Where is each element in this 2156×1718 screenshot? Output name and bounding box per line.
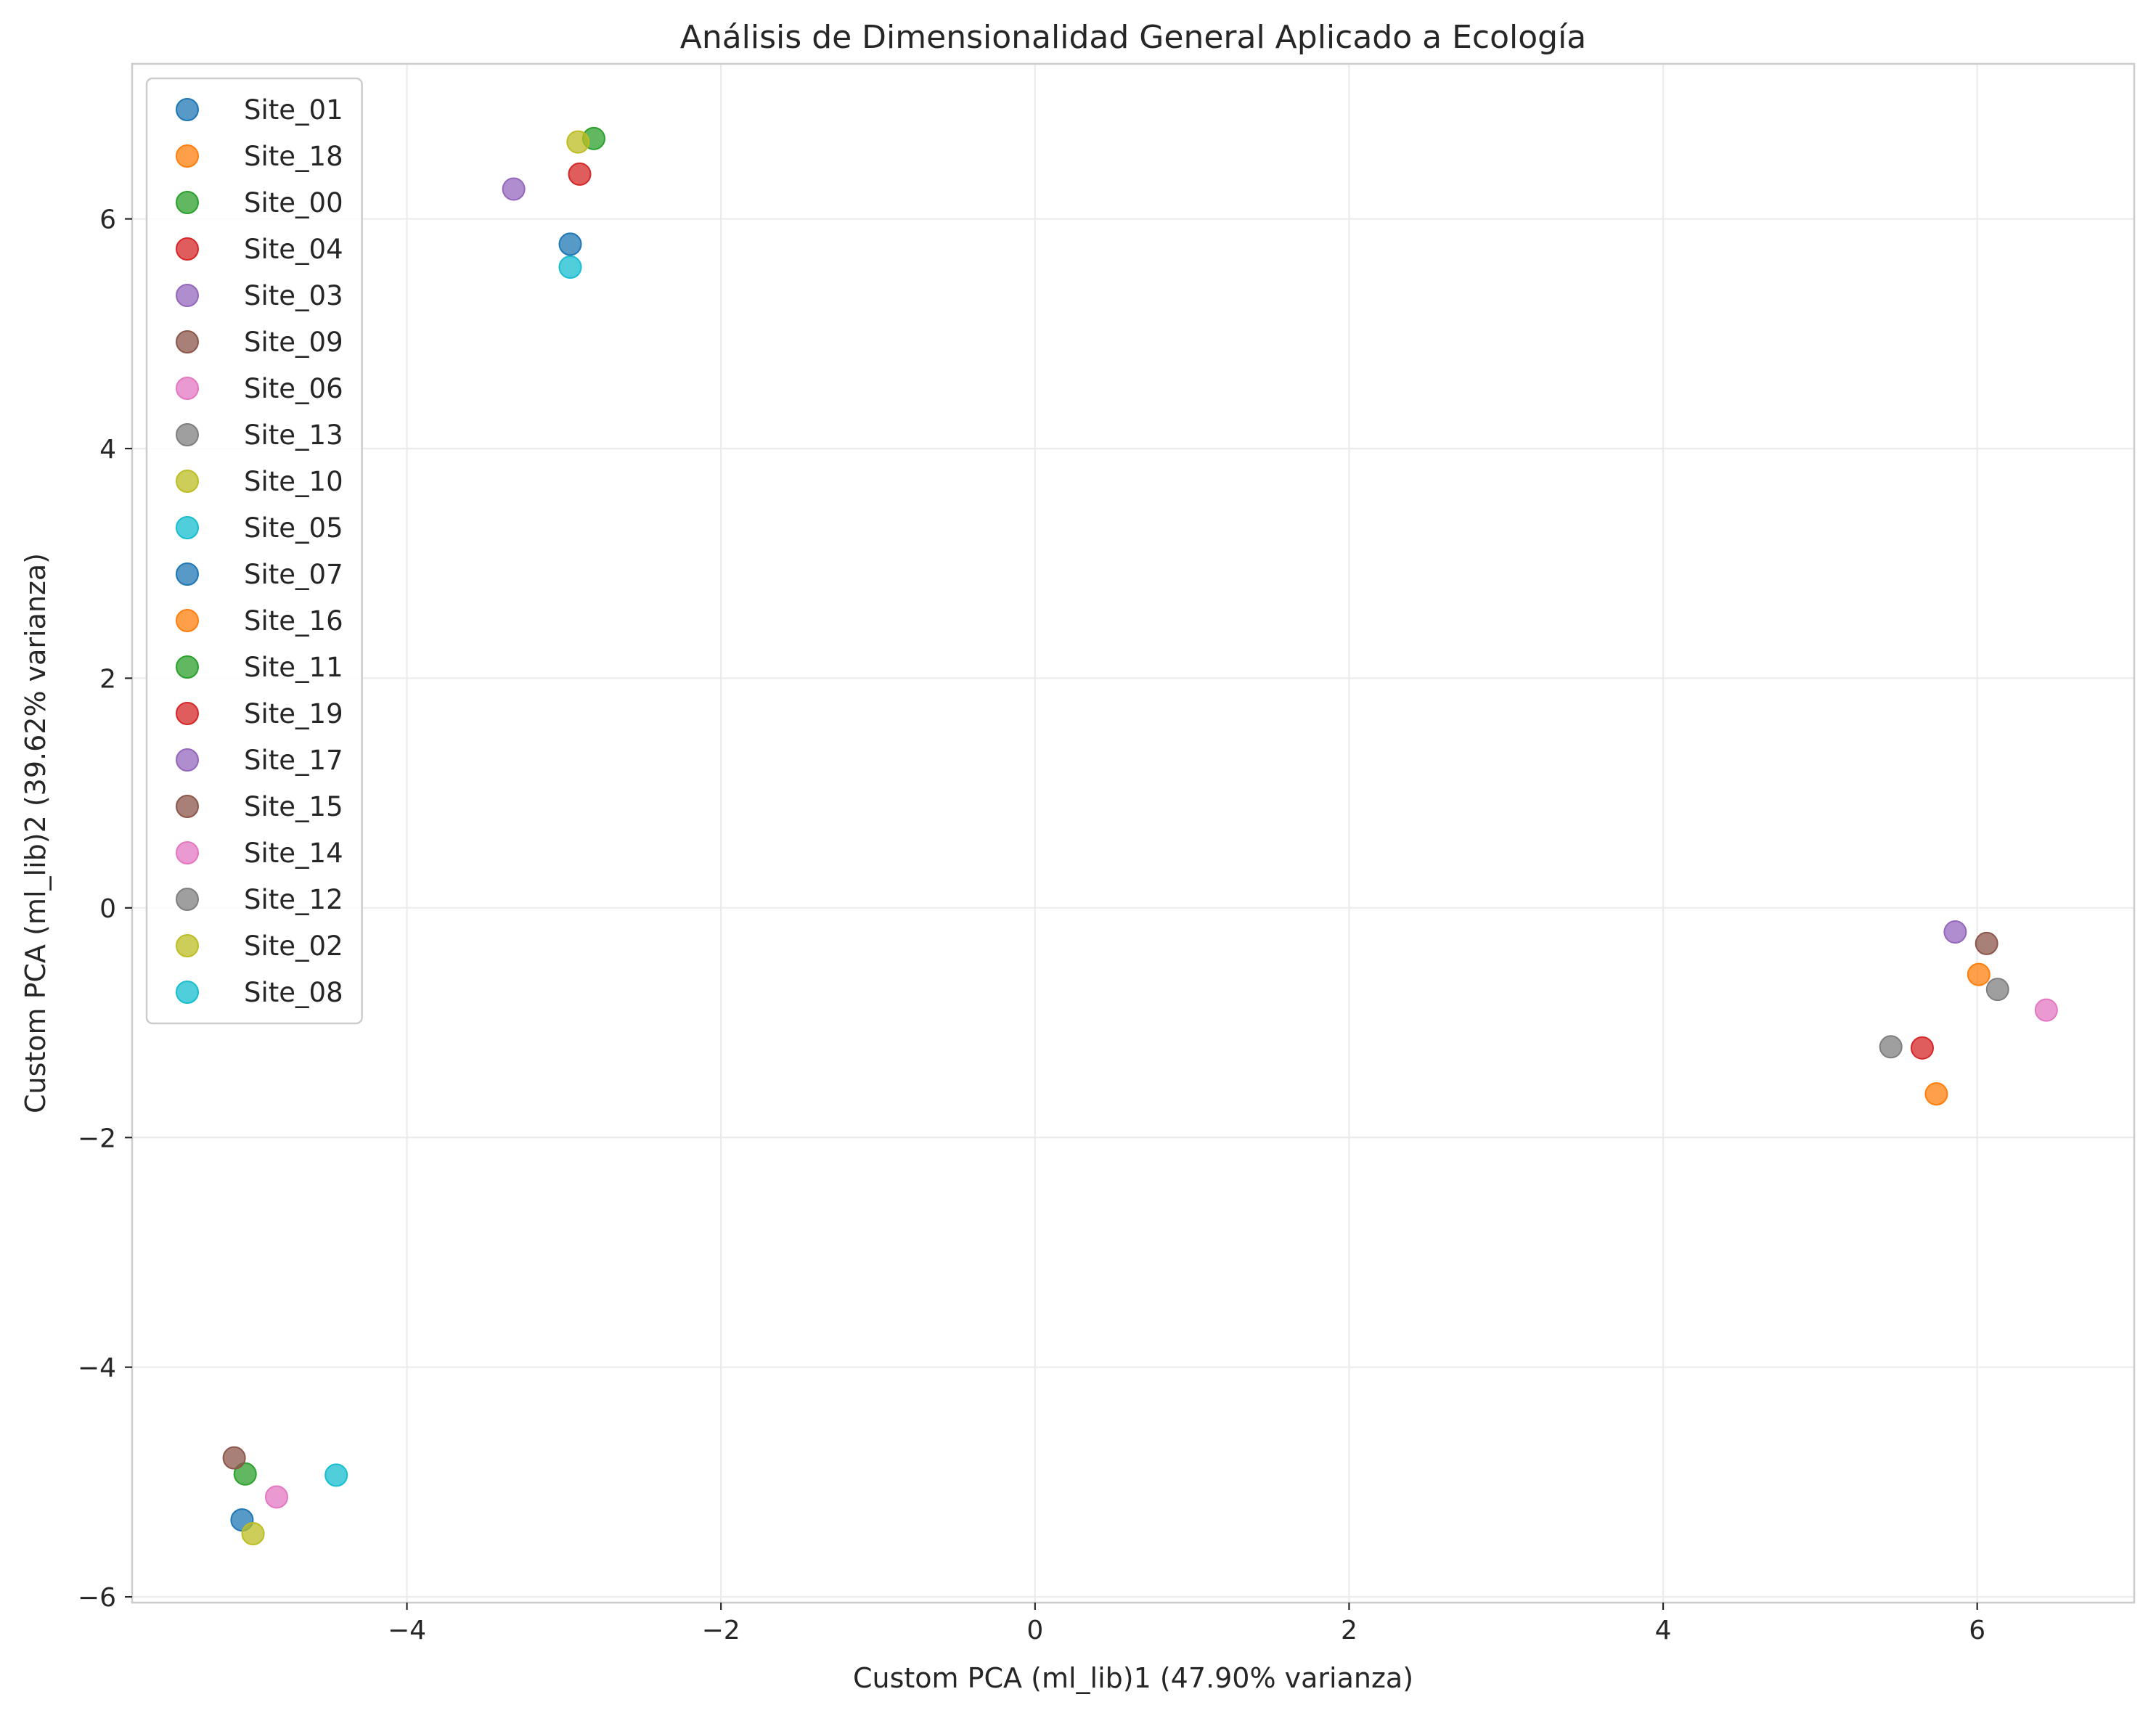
legend-label: Site_13: [244, 420, 343, 451]
legend-label: Site_19: [244, 698, 343, 729]
legend-marker: [176, 609, 199, 632]
y-axis-label: Custom PCA (ml_lib)2 (39.62% varianza): [20, 553, 52, 1113]
data-point: [502, 177, 526, 201]
legend-marker: [176, 98, 199, 121]
legend-items: Site_01 Site_18 Site_00 Site_04 Site_03 Site_…: [176, 94, 343, 1008]
legend-label: Site_02: [244, 930, 343, 962]
legend-label: Site_09: [244, 327, 343, 358]
y-tick-label: −4: [78, 1354, 116, 1383]
legend-marker: [176, 237, 199, 261]
legend-marker: [176, 423, 199, 446]
legend-label: Site_06: [244, 373, 343, 404]
data-point: [265, 1485, 289, 1509]
legend-label: Site_12: [244, 884, 343, 915]
y-tick-label: 6: [99, 205, 116, 235]
data-point: [1985, 978, 2009, 1002]
x-tick-label: 2: [1341, 1616, 1357, 1645]
x-axis-label: Custom PCA (ml_lib)1 (47.90% varianza): [853, 1662, 1413, 1694]
legend-marker: [176, 330, 199, 353]
plot-frame: [131, 62, 2136, 1604]
legend-label: Site_04: [244, 234, 343, 265]
legend-marker: [176, 470, 199, 493]
x-tick-label: 4: [1655, 1616, 1672, 1645]
data-point: [1975, 931, 1998, 955]
data-point: [558, 232, 582, 256]
legend-marker: [176, 934, 199, 957]
y-tick-label: 0: [99, 894, 116, 924]
data-point: [568, 162, 592, 186]
y-tick-label: −6: [78, 1583, 116, 1613]
legend-marker: [176, 563, 199, 586]
x-tick-label: −4: [388, 1616, 426, 1645]
legend-marker: [176, 795, 199, 818]
legend-label: Site_11: [244, 652, 343, 683]
legend-marker: [176, 888, 199, 911]
legend-label: Site_05: [244, 512, 343, 544]
data-point: [222, 1446, 246, 1470]
legend-label: Site_00: [244, 187, 343, 218]
x-axis-ticks: −4 −2 0 2 4 6: [388, 1603, 1985, 1645]
x-tick-label: 0: [1026, 1616, 1043, 1645]
x-tick-label: −2: [702, 1616, 740, 1645]
y-tick-label: 4: [99, 435, 116, 465]
legend-marker: [176, 377, 199, 400]
data-point: [233, 1462, 257, 1486]
legend-marker: [176, 191, 199, 214]
data-point: [558, 255, 582, 279]
legend-label: Site_03: [244, 280, 343, 311]
legend-label: Site_07: [244, 559, 343, 590]
data-point: [1910, 1036, 1934, 1060]
y-tick-label: −2: [78, 1124, 116, 1153]
data-point: [1879, 1035, 1903, 1059]
legend-label: Site_15: [244, 791, 343, 822]
legend: Site_01 Site_18 Site_00 Site_04 Site_03 Site_…: [145, 77, 363, 1025]
x-tick-label: 6: [1969, 1616, 1985, 1645]
data-point: [324, 1463, 348, 1487]
data-point: [1943, 920, 1967, 944]
plot-area: [132, 64, 2134, 1603]
legend-box: [145, 77, 363, 1025]
legend-label: Site_16: [244, 605, 343, 637]
legend-marker: [176, 702, 199, 725]
legend-label: Site_08: [244, 977, 343, 1008]
y-axis-ticks: −6 −4 −2 0 2 4 6: [78, 205, 132, 1613]
data-point: [1967, 962, 1990, 986]
legend-marker: [176, 841, 199, 864]
legend-label: Site_14: [244, 838, 343, 869]
legend-label: Site_01: [244, 94, 343, 126]
legend-marker: [176, 516, 199, 539]
data-point: [566, 130, 590, 154]
legend-marker: [176, 144, 199, 168]
legend-label: Site_10: [244, 466, 343, 497]
grid-lines: [132, 64, 2134, 1603]
data-points: [222, 126, 2058, 1546]
legend-marker: [176, 748, 199, 772]
legend-marker: [176, 981, 199, 1004]
chart-title: Análisis de Dimensionalidad General Apli…: [680, 19, 1587, 56]
y-tick-label: 2: [99, 664, 116, 694]
legend-label: Site_18: [244, 141, 343, 172]
legend-marker: [176, 284, 199, 307]
data-point: [2034, 998, 2058, 1022]
data-point: [241, 1522, 265, 1546]
legend-marker: [176, 655, 199, 679]
data-point: [1924, 1082, 1948, 1106]
legend-label: Site_17: [244, 745, 343, 776]
